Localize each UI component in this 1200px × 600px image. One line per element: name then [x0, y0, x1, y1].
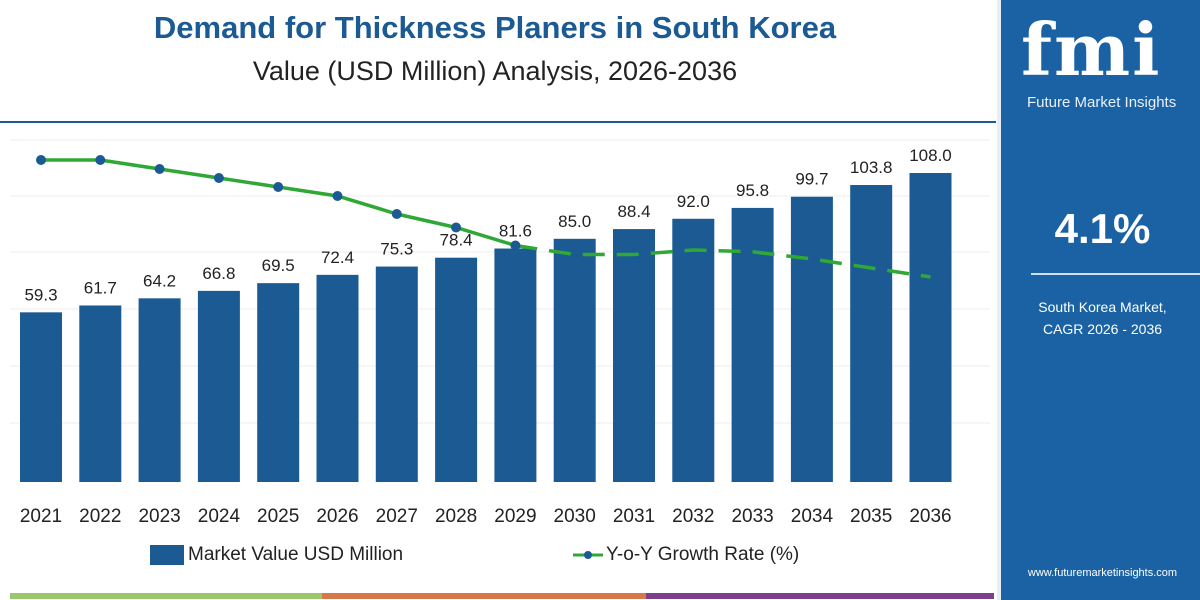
cagr-label-line2: CAGR 2026 - 2036 [1042, 321, 1163, 337]
legend-bar-swatch [150, 545, 184, 565]
bar-2034 [790, 196, 833, 482]
x-tick-2023: 2023 [138, 506, 180, 527]
panel-divider [1031, 273, 1200, 275]
stripe-green [10, 593, 322, 599]
x-tick-2029: 2029 [494, 506, 536, 527]
bar-2032 [672, 218, 715, 482]
growth-marker-2027 [391, 209, 402, 219]
x-tick-2030: 2030 [554, 506, 596, 527]
growth-line-dashed [515, 243, 931, 279]
x-tick-2025: 2025 [257, 506, 299, 527]
bar-2027 [375, 266, 418, 482]
chart-title: Demand for Thickness Planers in South Ko… [153, 10, 837, 45]
chart-subtitle: Value (USD Million) Analysis, 2026-2036 [252, 56, 738, 86]
x-tick-2028: 2028 [435, 506, 477, 527]
legend-bar-label: Market Value USD Million [188, 544, 404, 565]
bar-2026 [316, 274, 359, 482]
x-tick-2033: 2033 [731, 506, 773, 527]
legend-bar: Market Value USD Million [150, 544, 403, 566]
stripe-orange [322, 593, 646, 599]
cagr-label-line1: South Korea Market, [1038, 299, 1167, 315]
data-label-2031: 88.4 [617, 202, 650, 221]
bar-2031 [613, 229, 655, 482]
growth-marker-2026 [332, 191, 343, 201]
side-panel: fmi Future Market Insights 4.1% South Ko… [997, 0, 1200, 600]
x-tick-2031: 2031 [613, 506, 655, 527]
bar-2029 [494, 248, 537, 482]
stripe-purple [646, 593, 994, 599]
data-label-2032: 92.0 [677, 192, 710, 211]
x-tick-2026: 2026 [316, 506, 358, 527]
x-tick-2035: 2035 [850, 506, 892, 527]
header-divider [0, 121, 996, 123]
legend-line: Y-o-Y Growth Rate (%) [573, 544, 799, 566]
x-tick-2027: 2027 [376, 506, 418, 527]
bar-2022 [79, 305, 122, 482]
bar-2021 [20, 312, 62, 482]
data-label-2036: 108.0 [909, 146, 952, 165]
growth-marker-2028 [451, 222, 462, 233]
data-label-2022: 61.7 [84, 278, 117, 297]
data-label-2024: 66.8 [202, 264, 235, 283]
growth-marker-2022 [95, 155, 106, 165]
fmi-logo: fmi [1021, 7, 1162, 92]
bar-2023 [138, 298, 181, 482]
growth-marker-2023 [154, 164, 165, 174]
chart-area: 59.3 2021 61.7 2022 64.2 2023 66.8 2024 69.5 2025… [10, 139, 990, 527]
bar-2024 [197, 290, 240, 482]
x-tick-2021: 2021 [20, 506, 62, 527]
data-label-2028: 78.4 [440, 231, 473, 250]
x-tick-2024: 2024 [198, 506, 241, 527]
data-label-2026: 72.4 [321, 248, 354, 267]
x-tick-2022: 2022 [79, 506, 121, 527]
bar-2028 [435, 257, 478, 482]
x-tick-2034: 2034 [791, 506, 834, 527]
growth-marker-2029 [510, 240, 521, 251]
x-tick-2032: 2032 [672, 506, 714, 527]
data-label-2023: 64.2 [143, 271, 176, 290]
legend-line-swatch [573, 551, 603, 559]
bar-2035 [850, 185, 893, 482]
logo-subtitle: Future Market Insights [1027, 94, 1177, 111]
data-label-2025: 69.5 [262, 256, 295, 275]
growth-marker-2024 [213, 173, 224, 183]
website-link[interactable]: www.futuremarketinsights.com [1027, 567, 1178, 579]
data-label-2021: 59.3 [24, 285, 57, 304]
data-label-2030: 85.0 [558, 212, 591, 231]
growth-marker-2021 [36, 155, 46, 165]
cagr-value: 4.1% [1054, 205, 1151, 252]
bar-2025 [257, 283, 300, 482]
legend-line-label: Y-o-Y Growth Rate (%) [606, 544, 800, 565]
growth-marker-2025 [273, 182, 284, 192]
data-label-2035: 103.8 [850, 158, 893, 177]
bar-2030 [553, 238, 596, 482]
x-tick-2036: 2036 [909, 506, 951, 527]
data-label-2027: 75.3 [380, 240, 413, 259]
bar-2036 [909, 173, 952, 482]
data-label-2033: 95.8 [736, 181, 769, 200]
data-label-2029: 81.6 [499, 222, 532, 241]
cagr-label: South Korea Market, CAGR 2026 - 2036 [1001, 296, 1200, 340]
data-label-2034: 99.7 [795, 170, 828, 189]
bar-2033 [731, 207, 774, 482]
